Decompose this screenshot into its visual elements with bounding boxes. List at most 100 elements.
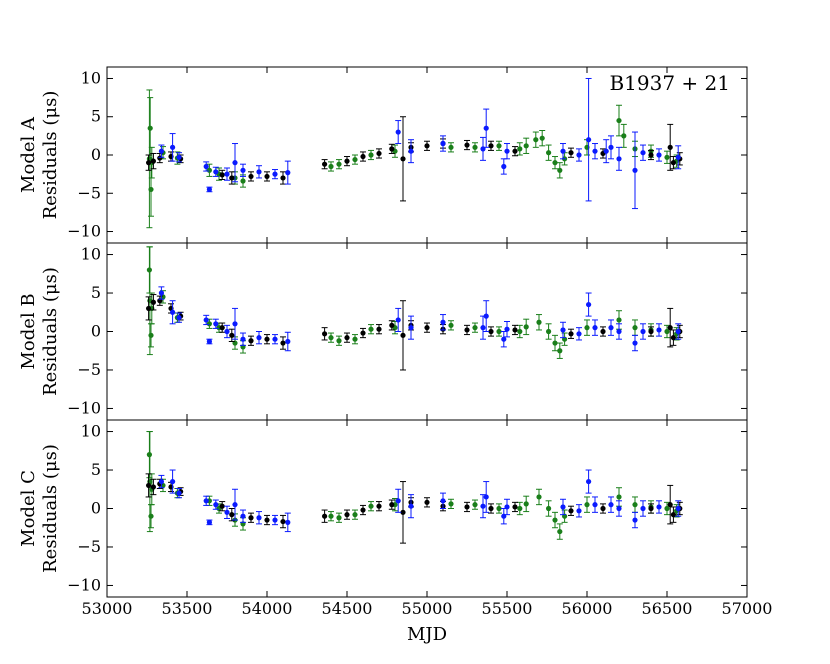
data-point: [285, 519, 291, 525]
data-point: [352, 512, 358, 518]
data-point: [395, 317, 401, 323]
data-point: [213, 169, 219, 175]
data-point: [264, 173, 270, 180]
data-point: [608, 502, 614, 508]
data-point: [616, 317, 622, 323]
data-point: [395, 498, 401, 504]
data-point: [546, 328, 552, 335]
data-point: [560, 148, 566, 154]
data-point: [592, 148, 598, 154]
data-point: [376, 326, 382, 332]
data-point: [240, 178, 246, 184]
data-point: [389, 502, 395, 508]
data-point: [603, 148, 609, 154]
data-point: [488, 143, 494, 149]
data-point: [616, 494, 622, 500]
data-point: [632, 517, 638, 523]
data-point: [368, 503, 374, 509]
x-tick-label: 56500: [642, 599, 693, 618]
data-point: [667, 325, 673, 331]
data-point: [146, 160, 152, 166]
x-tick-label: 55000: [402, 599, 453, 618]
data-point: [464, 327, 470, 333]
data-point: [170, 478, 176, 485]
data-point: [483, 494, 489, 500]
data-point: [344, 335, 350, 341]
y-tick-label: −5: [77, 183, 101, 202]
data-point: [640, 150, 646, 156]
data-point: [224, 509, 230, 515]
data-point: [648, 505, 654, 512]
panel-2: −10 −5 0 5 10 Model B Residuals (μs): [18, 242, 748, 421]
data-point: [523, 501, 529, 507]
data-point: [424, 325, 430, 331]
data-point: [408, 325, 414, 331]
series-green: [146, 431, 680, 540]
data-point: [448, 144, 454, 150]
data-point: [352, 156, 358, 163]
data-point: [512, 504, 518, 510]
data-point: [158, 478, 164, 485]
data-point: [400, 332, 406, 338]
data-point: [648, 152, 654, 158]
y-axis-title-residuals: Residuals (μs): [40, 444, 61, 573]
data-point: [146, 305, 152, 312]
y-tick-label: 5: [91, 460, 101, 479]
data-point: [176, 154, 182, 160]
data-point: [496, 505, 502, 512]
data-point: [440, 498, 446, 504]
data-point: [608, 325, 614, 331]
data-point: [568, 508, 574, 514]
x-tick-label: 53000: [82, 599, 133, 618]
series-green: [146, 246, 680, 359]
data-point: [640, 328, 646, 335]
y-tick-label: 5: [91, 283, 101, 302]
data-point: [229, 332, 235, 338]
data-point: [158, 290, 164, 296]
data-point: [670, 335, 677, 341]
data-point: [440, 140, 446, 147]
data-point: [203, 163, 209, 170]
data-point: [389, 322, 395, 328]
data-point: [368, 152, 374, 158]
data-point: [586, 137, 592, 143]
data-point: [256, 515, 262, 521]
data-point: [568, 331, 574, 337]
data-point: [496, 143, 502, 149]
data-point: [146, 482, 152, 489]
pulsar-name-annotation: B1937 + 21: [609, 71, 730, 95]
y-axis-title-model: Model A: [18, 116, 39, 193]
data-point: [504, 148, 510, 154]
data-point: [600, 328, 606, 335]
data-point: [344, 512, 350, 518]
data-point: [560, 504, 566, 510]
data-point: [376, 150, 382, 157]
data-point: [448, 322, 454, 328]
data-point: [400, 156, 406, 162]
data-point: [389, 146, 395, 152]
data-point: [206, 167, 212, 173]
data-point: [616, 156, 622, 162]
data-point: [176, 490, 182, 496]
data-point: [440, 319, 446, 325]
data-point: [232, 160, 238, 166]
data-point: [584, 502, 590, 508]
data-point: [336, 161, 342, 167]
y-tick-label: 0: [91, 322, 101, 341]
data-point: [395, 129, 401, 135]
data-point: [664, 154, 670, 160]
y-tick-label: −10: [67, 398, 101, 417]
data-point: [148, 332, 154, 338]
data-point: [472, 325, 478, 331]
data-point: [344, 158, 350, 164]
data-point: [504, 326, 510, 332]
x-axis-title: MJD: [407, 624, 447, 645]
data-point: [248, 515, 254, 521]
series-blue: [158, 77, 682, 210]
data-point: [552, 517, 558, 523]
data-point: [158, 148, 164, 154]
y-tick-label: 0: [91, 499, 101, 518]
data-point: [539, 135, 545, 141]
data-point: [376, 503, 382, 509]
